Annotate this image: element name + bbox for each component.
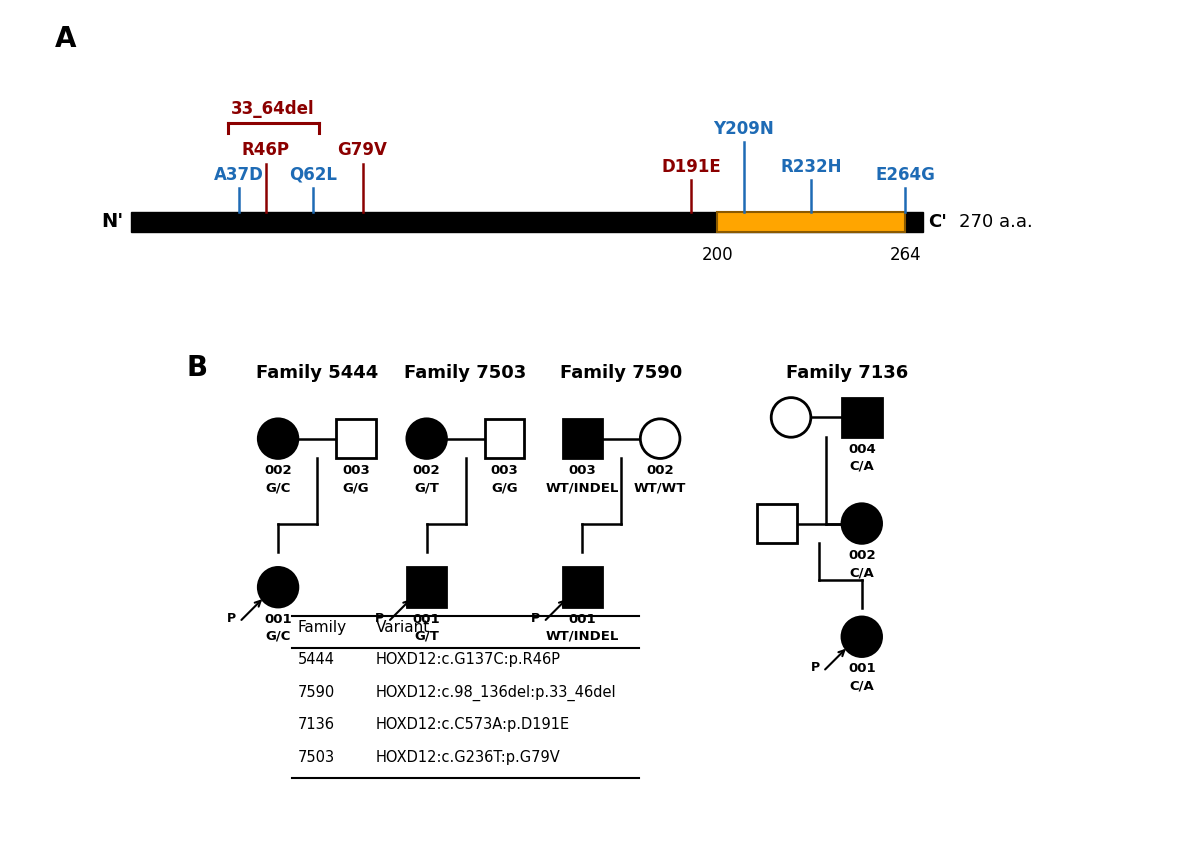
Text: 001: 001 — [569, 613, 596, 626]
Text: 264: 264 — [889, 245, 922, 263]
Text: 33_64del: 33_64del — [232, 100, 314, 118]
Text: G/G: G/G — [491, 481, 518, 494]
Text: R46P: R46P — [241, 142, 289, 160]
Text: HOXD12:c.G137C:p.R46P: HOXD12:c.G137C:p.R46P — [376, 652, 560, 667]
Bar — [842, 397, 882, 437]
Text: 002: 002 — [264, 464, 292, 477]
Text: G/G: G/G — [343, 481, 370, 494]
Text: 001: 001 — [848, 662, 876, 675]
Circle shape — [258, 419, 298, 458]
Text: P: P — [376, 612, 384, 625]
Text: HOXD12:c.C573A:p.D191E: HOXD12:c.C573A:p.D191E — [376, 717, 570, 733]
Text: WT/INDEL: WT/INDEL — [546, 630, 619, 643]
Text: 003: 003 — [342, 464, 370, 477]
Text: HOXD12:c.G236T:p.G79V: HOXD12:c.G236T:p.G79V — [376, 750, 560, 765]
Text: 002: 002 — [647, 464, 674, 477]
Text: 7136: 7136 — [298, 717, 335, 733]
Text: A37D: A37D — [215, 166, 264, 183]
Text: Family 7503: Family 7503 — [404, 364, 527, 382]
Circle shape — [842, 503, 882, 543]
Bar — [563, 567, 602, 607]
Text: 200: 200 — [702, 245, 733, 263]
Circle shape — [842, 617, 882, 656]
Bar — [336, 419, 376, 458]
Circle shape — [407, 419, 446, 458]
Text: C': C' — [929, 213, 947, 231]
Bar — [757, 503, 797, 543]
Text: Family 7590: Family 7590 — [560, 364, 683, 382]
Text: WT/INDEL: WT/INDEL — [546, 481, 619, 494]
Text: R232H: R232H — [780, 158, 842, 176]
Text: 7590: 7590 — [298, 685, 335, 700]
Text: G/T: G/T — [414, 481, 439, 494]
Circle shape — [641, 419, 680, 458]
Circle shape — [772, 397, 811, 437]
Text: Family 7136: Family 7136 — [786, 364, 908, 382]
Text: C/A: C/A — [850, 566, 874, 579]
Text: A: A — [55, 25, 77, 53]
Text: 7503: 7503 — [298, 750, 335, 765]
Text: G/T: G/T — [414, 630, 439, 643]
Text: Variant: Variant — [376, 620, 430, 635]
Text: 002: 002 — [413, 464, 440, 477]
Text: N': N' — [101, 212, 124, 232]
Text: 001: 001 — [264, 613, 292, 626]
Text: 004: 004 — [848, 443, 876, 456]
Bar — [131, 212, 923, 232]
Text: WT/WT: WT/WT — [634, 481, 686, 494]
Text: G/C: G/C — [265, 630, 290, 643]
Bar — [407, 567, 446, 607]
Text: D191E: D191E — [661, 158, 721, 176]
Text: 270 a.a.: 270 a.a. — [959, 213, 1032, 231]
Text: 003: 003 — [569, 464, 596, 477]
Text: E264G: E264G — [875, 166, 935, 183]
Text: Family 5444: Family 5444 — [256, 364, 378, 382]
Text: P: P — [810, 661, 820, 674]
Circle shape — [258, 567, 298, 607]
Text: Family: Family — [298, 620, 347, 635]
Text: Q62L: Q62L — [289, 166, 337, 183]
Text: Y209N: Y209N — [714, 120, 774, 138]
Text: 003: 003 — [491, 464, 518, 477]
Text: P: P — [227, 612, 236, 625]
Text: C/A: C/A — [850, 460, 874, 473]
Bar — [563, 419, 602, 458]
Text: 002: 002 — [848, 549, 876, 562]
Text: P: P — [532, 612, 540, 625]
Bar — [485, 419, 524, 458]
Text: G79V: G79V — [337, 142, 388, 160]
Text: G/C: G/C — [265, 481, 290, 494]
Text: HOXD12:c.98_136del:p.33_46del: HOXD12:c.98_136del:p.33_46del — [376, 685, 617, 701]
Text: C/A: C/A — [850, 679, 874, 692]
Text: 001: 001 — [413, 613, 440, 626]
Text: B: B — [186, 354, 208, 382]
Bar — [718, 212, 905, 232]
Text: 5444: 5444 — [298, 652, 335, 667]
